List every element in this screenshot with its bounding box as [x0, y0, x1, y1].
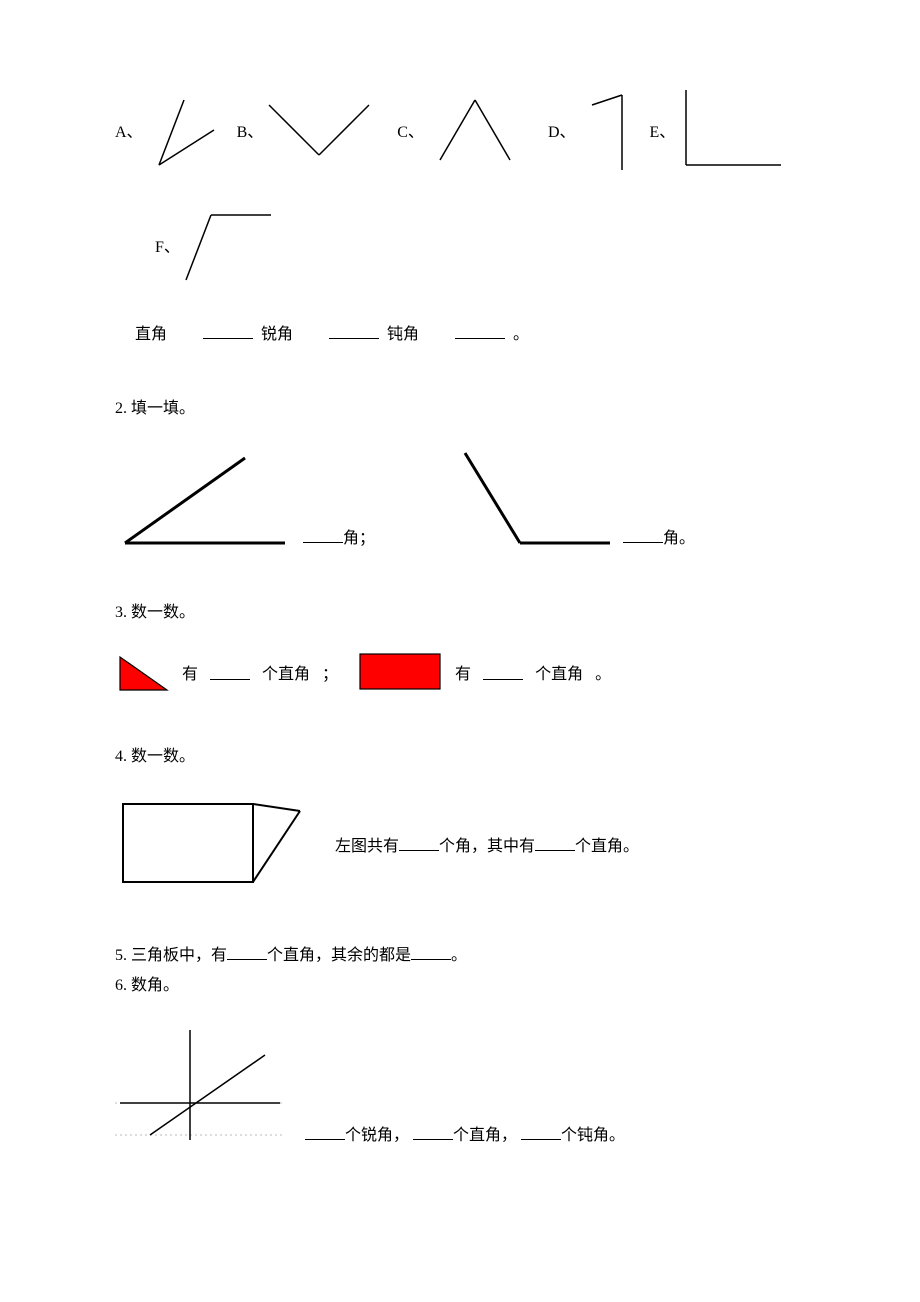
q6-heading: 6. 数角。 [115, 971, 805, 995]
angle-c-shape [430, 95, 520, 165]
q1-classify: 直角 锐角 钝角 。 [115, 320, 805, 344]
q6-text: 个锐角， 个直角， 个钝角。 [305, 1121, 625, 1145]
q2-blank-left[interactable] [303, 527, 343, 543]
obtuse-angle-label: 钝角 [387, 320, 419, 344]
q3-has-2: 有 [455, 660, 471, 684]
angle-f-label: F、 [155, 233, 180, 257]
angle-b-shape [269, 100, 369, 160]
q6-blank-2[interactable] [413, 1124, 453, 1140]
q2-left-text: 角； [303, 524, 375, 548]
q3-heading: 3. 数一数。 [115, 598, 805, 622]
blank-right[interactable] [203, 323, 253, 339]
angle-e-label: E、 [650, 118, 676, 142]
q5-blank-1[interactable] [227, 944, 267, 960]
q2-obtuse-angle [435, 448, 615, 548]
q3-blank-1[interactable] [210, 664, 250, 680]
q3-row: 有个直角； 有个直角。 [115, 652, 805, 692]
q3-unit-2: 个直角 [535, 660, 583, 684]
q4-blank-1[interactable] [399, 835, 439, 851]
blank-obtuse[interactable] [455, 323, 505, 339]
angle-a-label: A、 [115, 118, 143, 142]
q4-row: 左图共有个角，其中有个直角。 [115, 796, 805, 891]
q4-text: 左图共有个角，其中有个直角。 [335, 832, 639, 856]
right-angle-label: 直角 [135, 320, 167, 344]
q4-heading: 4. 数一数。 [115, 742, 805, 766]
q5-line: 5. 三角板中，有个直角，其余的都是。 [115, 941, 805, 965]
q4-shape [115, 796, 305, 891]
q2-right-text: 角。 [623, 524, 695, 548]
q3-rectangle [358, 652, 443, 692]
q6-blank-1[interactable] [305, 1124, 345, 1140]
classify-period: 。 [513, 320, 529, 344]
angle-a-shape [149, 90, 219, 170]
angle-e-shape [681, 90, 781, 170]
angle-d-label: D、 [548, 118, 576, 142]
angle-b-label: B、 [237, 118, 264, 142]
q3-blank-2[interactable] [483, 664, 523, 680]
q2-row: 角； 角。 [115, 448, 805, 548]
q1-angles-row1: A、 B、 C、 D、 E、 [115, 80, 805, 180]
q4-blank-2[interactable] [535, 835, 575, 851]
q2-acute-angle [115, 448, 295, 548]
q2-heading: 2. 填一填。 [115, 394, 805, 418]
blank-acute[interactable] [329, 323, 379, 339]
q5-blank-2[interactable] [411, 944, 451, 960]
q3-triangle [115, 652, 170, 692]
q6-row: 个锐角， 个直角， 个钝角。 [115, 1025, 805, 1145]
q6-blank-3[interactable] [521, 1124, 561, 1140]
angle-c-label: C、 [397, 118, 424, 142]
acute-angle-label: 锐角 [261, 320, 293, 344]
q3-has-1: 有 [182, 660, 198, 684]
q2-blank-right[interactable] [623, 527, 663, 543]
angle-d-shape [582, 90, 632, 170]
angle-f-shape [186, 210, 276, 280]
q1-angles-row2: F、 [115, 210, 805, 280]
q3-unit-1: 个直角 [262, 660, 310, 684]
q6-diagram [115, 1025, 285, 1145]
